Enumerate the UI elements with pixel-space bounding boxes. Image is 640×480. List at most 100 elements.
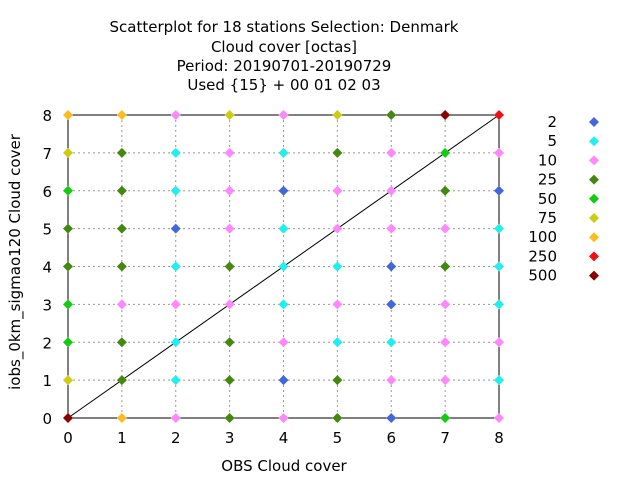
data-point-11 — [116, 185, 127, 196]
legend-marker-7 — [589, 251, 599, 262]
data-point-60 — [386, 337, 397, 348]
title-line-3: Period: 20190701-20190729 — [177, 57, 392, 75]
legend-marker-4 — [589, 193, 599, 204]
data-point-67 — [440, 261, 451, 272]
data-point-10 — [116, 147, 127, 158]
x-tick-label-1: 1 — [117, 429, 127, 447]
data-point-5 — [63, 299, 73, 310]
data-point-23 — [170, 299, 181, 310]
data-points — [63, 110, 504, 423]
data-point-41 — [278, 299, 289, 310]
data-point-30 — [224, 223, 235, 234]
data-point-21 — [170, 223, 181, 234]
data-point-75 — [494, 223, 504, 234]
data-point-49 — [332, 261, 343, 272]
data-point-61 — [386, 375, 397, 386]
x-tick-label-4: 4 — [279, 429, 289, 447]
data-point-0 — [63, 110, 73, 120]
data-point-13 — [116, 261, 127, 272]
data-point-7 — [63, 375, 73, 386]
data-point-62 — [386, 413, 397, 423]
data-point-70 — [440, 375, 451, 386]
title-line-4: Used {15} + 00 01 02 03 — [187, 76, 380, 94]
data-point-37 — [278, 147, 289, 158]
data-point-46 — [332, 147, 343, 158]
data-point-66 — [440, 223, 451, 234]
y-tick-label-3: 3 — [42, 296, 52, 314]
data-point-76 — [494, 261, 504, 272]
legend-marker-5 — [589, 213, 599, 223]
data-point-42 — [278, 337, 289, 348]
data-point-52 — [332, 375, 343, 386]
data-point-63 — [440, 110, 451, 120]
x-tick-label-8: 8 — [494, 429, 504, 447]
legend-marker-3 — [589, 174, 599, 185]
data-point-59 — [386, 299, 397, 310]
x-tick-label-3: 3 — [225, 429, 235, 447]
data-point-33 — [224, 337, 235, 348]
data-point-79 — [494, 375, 504, 386]
data-point-18 — [170, 110, 181, 120]
data-point-73 — [494, 147, 504, 158]
data-point-77 — [494, 299, 504, 310]
legend-label-7: 250 — [528, 247, 557, 265]
legend-label-3: 25 — [538, 171, 557, 189]
data-point-27 — [224, 110, 235, 120]
data-point-44 — [278, 413, 289, 423]
data-point-24 — [170, 337, 181, 348]
x-tick-label-5: 5 — [333, 429, 343, 447]
y-tick-label-1: 1 — [42, 372, 52, 390]
data-point-78 — [494, 337, 504, 348]
data-point-9 — [116, 110, 127, 120]
x-tick-label-0: 0 — [63, 429, 73, 447]
data-point-40 — [278, 261, 289, 272]
data-point-25 — [170, 375, 181, 386]
data-point-71 — [440, 413, 451, 423]
data-point-26 — [170, 413, 181, 423]
data-point-51 — [332, 337, 343, 348]
x-tick-label-7: 7 — [440, 429, 450, 447]
y-tick-label-5: 5 — [42, 221, 52, 239]
data-point-45 — [332, 110, 343, 120]
legend-label-4: 50 — [538, 190, 557, 208]
data-point-39 — [278, 223, 289, 234]
x-axis-ticks: 0 1 2 3 4 5 6 7 8 — [63, 429, 504, 447]
y-axis-label: iobs_0km_sigmao120 Cloud cover — [6, 133, 25, 390]
chart-title: Scatterplot for 18 stations Selection: D… — [110, 18, 459, 94]
data-point-3 — [63, 223, 73, 234]
legend-label-1: 5 — [547, 132, 557, 150]
data-point-38 — [278, 185, 289, 196]
data-point-4 — [63, 261, 73, 272]
y-tick-label-0: 0 — [42, 410, 52, 428]
data-point-68 — [440, 299, 451, 310]
data-point-6 — [63, 337, 73, 348]
data-point-22 — [170, 261, 181, 272]
legend-marker-8 — [589, 270, 599, 281]
data-point-50 — [332, 299, 343, 310]
data-point-1 — [63, 147, 73, 158]
data-point-15 — [116, 337, 127, 348]
y-axis-ticks: 0 1 2 3 4 5 6 7 8 — [42, 107, 52, 428]
data-point-12 — [116, 223, 127, 234]
legend-marker-1 — [589, 136, 599, 147]
data-point-20 — [170, 185, 181, 196]
data-point-29 — [224, 185, 235, 196]
data-point-64 — [440, 147, 451, 158]
data-point-36 — [278, 110, 289, 120]
y-tick-label-4: 4 — [42, 259, 52, 277]
x-tick-label-2: 2 — [171, 429, 181, 447]
legend-marker-6 — [589, 232, 599, 243]
data-point-14 — [116, 299, 127, 310]
data-point-58 — [386, 261, 397, 272]
data-point-2 — [63, 185, 73, 196]
y-tick-label-7: 7 — [42, 145, 52, 163]
data-point-34 — [224, 375, 235, 386]
data-point-53 — [332, 413, 343, 423]
legend-label-6: 100 — [528, 228, 557, 246]
data-point-65 — [440, 185, 451, 196]
data-point-57 — [386, 223, 397, 234]
data-point-8 — [63, 413, 73, 423]
title-line-1: Scatterplot for 18 stations Selection: D… — [110, 18, 459, 36]
